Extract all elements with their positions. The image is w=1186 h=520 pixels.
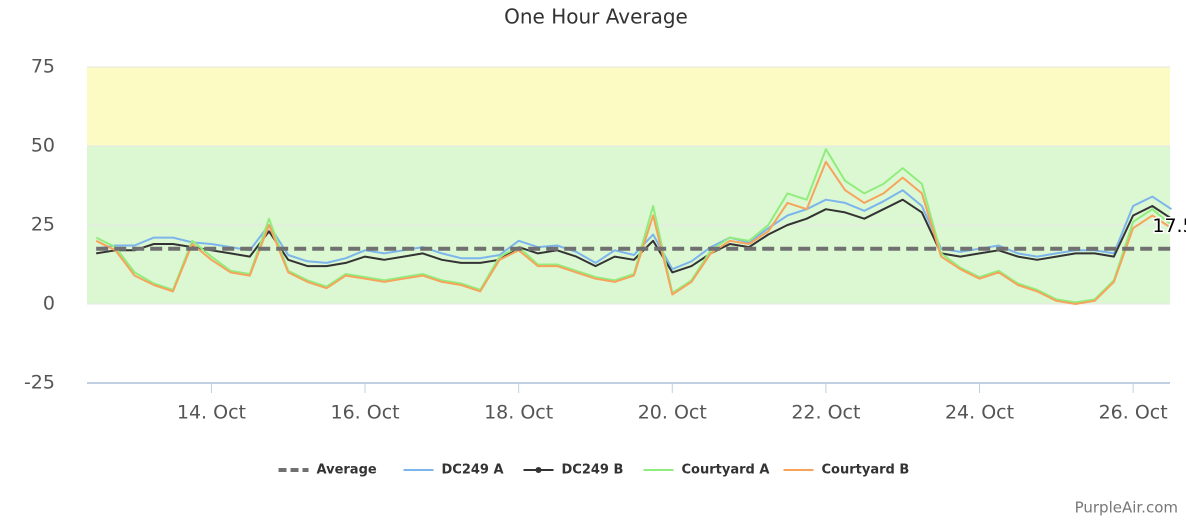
data-label: 17.5 — [1152, 215, 1186, 237]
y-tick-label: -25 — [24, 372, 55, 394]
x-tick-label: 14. Oct — [177, 402, 246, 424]
series-line — [95, 160, 1173, 305]
y-tick-label: 75 — [31, 56, 55, 78]
y-tick-label: 50 — [31, 135, 55, 157]
plot-band — [87, 67, 1170, 146]
y-tick-label: 0 — [43, 293, 55, 315]
y-tick-label: 25 — [31, 214, 55, 236]
x-tick-label: 20. Oct — [638, 402, 707, 424]
legend-label: DC249 B — [562, 463, 624, 478]
legend-marker — [535, 467, 542, 473]
x-tick-label: 16. Oct — [330, 402, 399, 424]
x-tick-label: 22. Oct — [791, 402, 860, 424]
legend-label: Average — [317, 463, 377, 478]
x-tick-label: 18. Oct — [484, 402, 553, 424]
legend-label: Courtyard A — [682, 463, 770, 478]
x-tick-label: 24. Oct — [945, 402, 1014, 424]
legend-label: DC249 A — [442, 463, 504, 478]
chart-title: One Hour Average — [504, 5, 688, 29]
legend-label: Courtyard B — [822, 463, 910, 478]
credit[interactable]: PurpleAir.com — [1075, 499, 1178, 517]
x-tick-label: 26. Oct — [1099, 402, 1168, 424]
